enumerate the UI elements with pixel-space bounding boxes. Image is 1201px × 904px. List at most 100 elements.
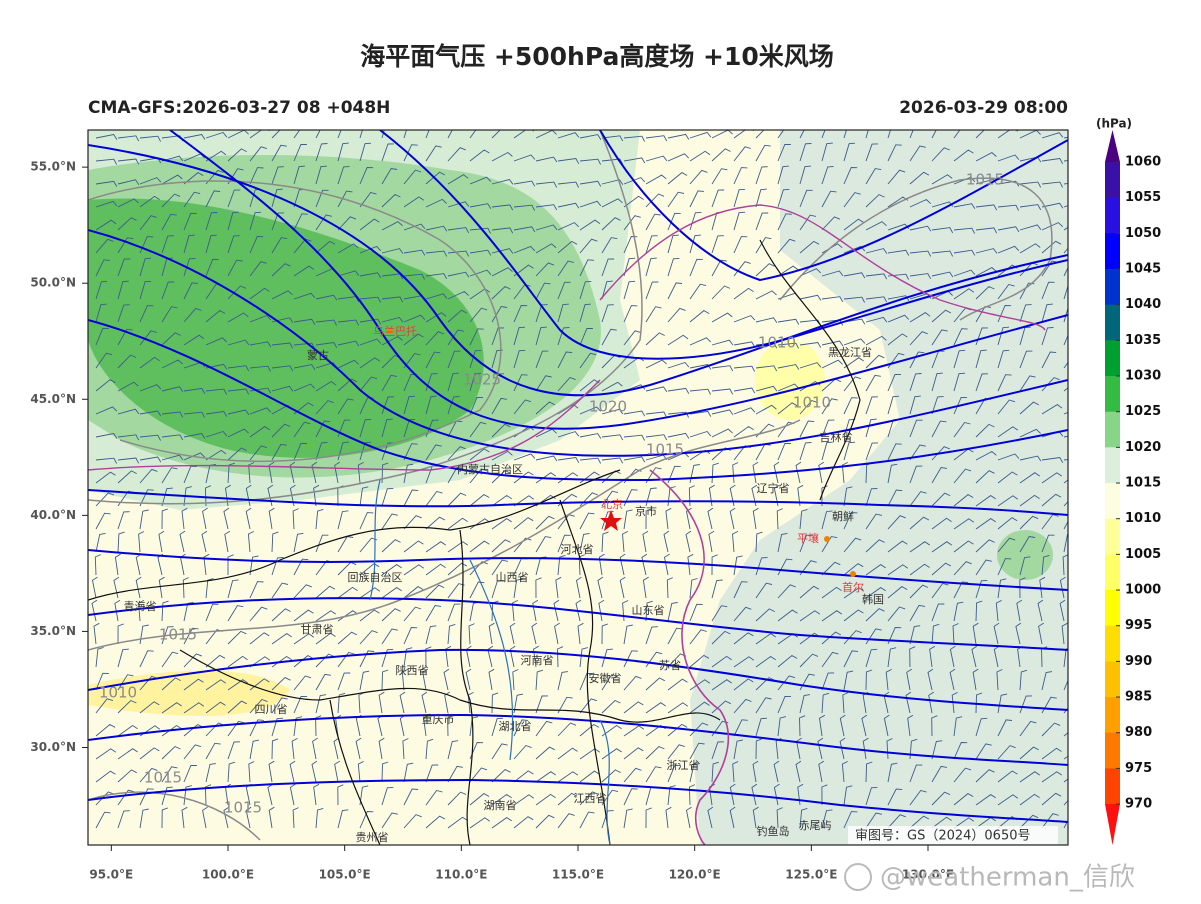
colorbar-segment: [1105, 269, 1120, 306]
beijing-star: [600, 510, 622, 531]
colorbar-segment: [1105, 411, 1120, 448]
place-label: 朝鲜: [832, 509, 854, 523]
colorbar-label: 1020: [1125, 440, 1161, 455]
wind-barbs: [91, 130, 1068, 829]
isobar-label: 1015: [646, 441, 684, 459]
colorbar-label: 1055: [1125, 190, 1161, 205]
colorbar-segment: [1105, 518, 1120, 555]
colorbar-label: 970: [1125, 797, 1152, 812]
colorbar-segment: [1105, 554, 1120, 591]
place-label: 赤尾屿: [799, 819, 832, 832]
border-mongolia: [88, 379, 601, 471]
colorbar-label: 995: [1125, 618, 1152, 633]
isobar-label: 1010: [758, 334, 796, 352]
colorbar-top: [1105, 130, 1120, 162]
y-tick-label: 30.0°N: [30, 740, 76, 754]
colorbar-bottom: [1105, 804, 1120, 845]
place-label: 山东省: [632, 604, 665, 617]
colorbar-segment: [1105, 447, 1120, 484]
isobar-label: 1025: [463, 371, 501, 389]
x-tick-label: 100.0°E: [202, 868, 254, 882]
place-label: 山西省: [496, 571, 529, 584]
colorbar-segment: [1105, 661, 1120, 698]
colorbar-segment: [1105, 768, 1120, 805]
isobar-label: 1015: [144, 769, 182, 787]
credit: @weatherman_信欣: [880, 863, 1135, 893]
place-label: 河北省: [561, 543, 594, 556]
isobar-label: 1010: [793, 394, 831, 412]
place-label: 辽宁省: [757, 481, 790, 495]
credit-logo: [844, 863, 872, 891]
y-tick-label: 50.0°N: [30, 276, 76, 290]
subtitle-left: CMA-GFS:2026-03-27 08 +048H: [88, 98, 390, 118]
place-label: 湖南省: [484, 799, 517, 812]
colorbar-segment: [1105, 162, 1120, 199]
x-tick-label: 125.0°E: [785, 868, 837, 882]
colorbar-segment: [1105, 483, 1120, 520]
colorbar-label: 990: [1125, 654, 1152, 669]
colorbar-label: 1025: [1125, 404, 1161, 419]
colorbar-label: 1040: [1125, 297, 1161, 312]
x-tick-label: 120.0°E: [669, 868, 721, 882]
subtitle-right: 2026-03-29 08:00: [899, 98, 1068, 118]
colorbar-label: 980: [1125, 725, 1152, 740]
pressure-1005: [755, 340, 825, 420]
colorbar-unit: (hPa): [1096, 117, 1132, 131]
coastline: [649, 469, 730, 845]
colorbar-label: 1060: [1125, 155, 1161, 170]
colorbar-segment: [1105, 625, 1120, 662]
place-label: 江西省: [574, 792, 607, 805]
y-tick-label: 55.0°N: [30, 160, 76, 174]
colorbar-label: 1035: [1125, 333, 1161, 348]
isobar-label: 1020: [589, 398, 627, 416]
colorbar-segment: [1105, 376, 1120, 413]
x-tick-label: 95.0°E: [89, 868, 133, 882]
colorbar-segment: [1105, 304, 1120, 341]
y-tick-label: 45.0°N: [30, 392, 76, 406]
colorbar-label: 1015: [1125, 476, 1161, 491]
colorbar-label: 1000: [1125, 583, 1161, 598]
axes: 95.0°E 100.0°E 105.0°E 110.0°E 115.0°E 120.0°…: [30, 160, 954, 882]
isobar-label: 1015: [224, 799, 262, 817]
place-label: 四川省: [255, 703, 288, 716]
place-label: 乌兰巴托: [373, 324, 417, 338]
place-label: 陕西省: [396, 663, 429, 677]
place-label: 蒙古: [307, 349, 329, 362]
colorbar: (hPa) 1060 1055 1050 1045 1040 1035 1030 1025 102…: [1096, 117, 1161, 845]
colorbar-label: 975: [1125, 761, 1152, 776]
colorbar-segment: [1105, 590, 1120, 627]
place-label: 重庆市: [422, 712, 455, 726]
place-label: 浙江省: [667, 759, 700, 772]
place-label: 吉林省: [820, 430, 853, 444]
place-label: 京市: [635, 504, 657, 518]
y-tick-label: 35.0°N: [30, 624, 76, 638]
colorbar-segment: [1105, 197, 1120, 234]
place-label: 河南省: [521, 654, 554, 667]
colorbar-segment: [1105, 340, 1120, 377]
border-north: [599, 204, 1046, 331]
place-label: 安徽省: [589, 671, 622, 685]
colorbar-segment: [1105, 732, 1120, 769]
place-label: 内蒙古自治区: [457, 462, 523, 476]
colorbar-segment: [1105, 233, 1120, 270]
colorbar-label: 1030: [1125, 369, 1161, 384]
isobar-label: 1010: [99, 684, 137, 702]
place-label: 青海省: [124, 599, 157, 613]
pressure-ocean: [690, 130, 1068, 845]
colorbar-label: 985: [1125, 690, 1152, 705]
isobar-label: 1015: [966, 171, 1004, 189]
place-label: 苏省: [659, 659, 681, 672]
place-label: 黑龙江省: [828, 346, 872, 359]
place-label: 甘肃省: [301, 623, 334, 636]
province-borders: [88, 239, 861, 845]
place-label: 湖北省: [499, 720, 532, 733]
x-tick-label: 130.0°E: [902, 868, 954, 882]
place-label: 韩国: [862, 592, 884, 606]
place-label: 贵州省: [356, 831, 389, 844]
colorbar-label: 1045: [1125, 262, 1161, 277]
colorbar-label: 1005: [1125, 547, 1161, 562]
rivers: [369, 479, 611, 845]
